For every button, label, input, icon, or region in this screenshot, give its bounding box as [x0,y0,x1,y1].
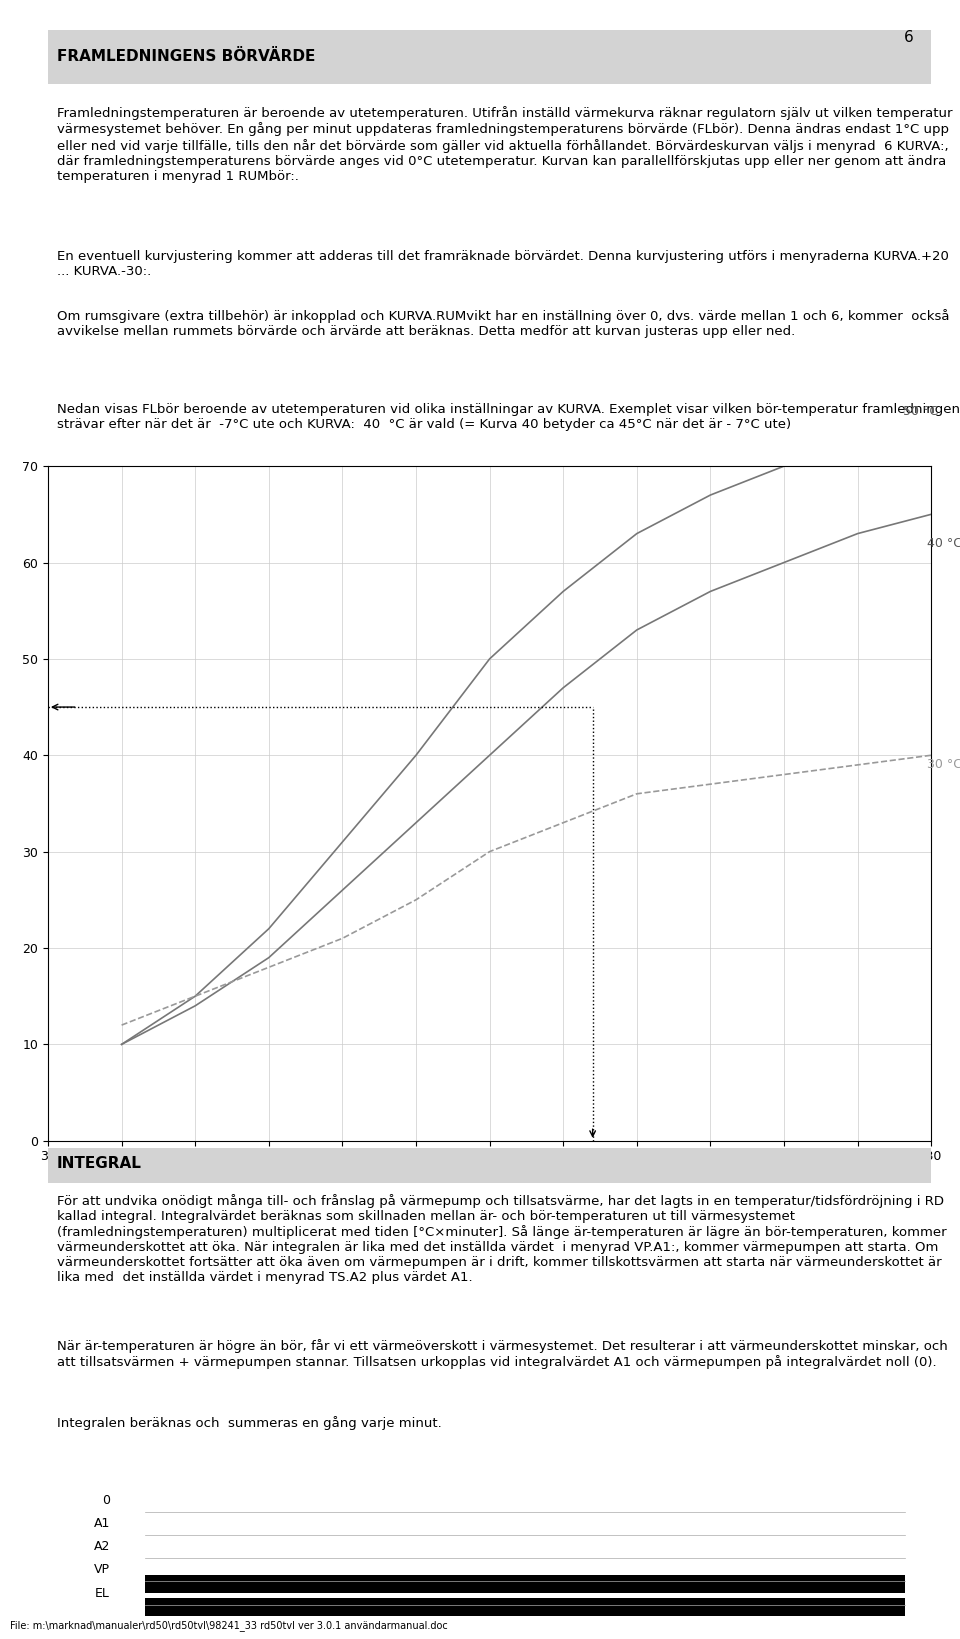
Bar [145,1575,904,1593]
Text: 30 °C: 30 °C [926,759,960,772]
Text: En eventuell kurvjustering kommer att adderas till det framräknade börvärdet. De: En eventuell kurvjustering kommer att ad… [57,251,948,279]
Text: 50 °C: 50 °C [903,405,939,418]
Text: För att undvika onödigt många till- och frånslag på värmepump och tillsatsvärme,: För att undvika onödigt många till- och … [57,1193,947,1283]
Text: File: m:\marknad\manualer\rd50\rd50tvl\98241_33 rd50tvl ver 3.0.1 användarmanual: File: m:\marknad\manualer\rd50\rd50tvl\9… [10,1619,447,1631]
Text: A1: A1 [93,1518,109,1531]
FancyBboxPatch shape [48,30,931,84]
Text: 0: 0 [102,1495,109,1506]
Text: Integralen beräknas och  summeras en gång varje minut.: Integralen beräknas och summeras en gång… [57,1416,442,1431]
Text: Om rumsgivare (extra tillbehör) är inkopplad och KURVA.RUMvikt har en inställnin: Om rumsgivare (extra tillbehör) är inkop… [57,308,949,338]
Text: A2: A2 [93,1541,109,1554]
FancyBboxPatch shape [48,1147,931,1183]
Text: Nedan visas FLbör beroende av utetemperaturen vid olika inställningar av KURVA. : Nedan visas FLbör beroende av utetempera… [57,403,960,431]
Text: VP: VP [94,1564,109,1577]
Text: 6: 6 [903,30,914,44]
Text: INTEGRAL: INTEGRAL [57,1155,142,1172]
X-axis label: Ute temperatur: Ute temperatur [436,1169,543,1183]
Text: FRAMLEDNINGENS BÖRVÄRDE: FRAMLEDNINGENS BÖRVÄRDE [57,49,315,64]
Bar [145,1598,904,1616]
Text: EL: EL [95,1587,109,1600]
Text: Framledningstemperaturen är beroende av utetemperaturen. Utifrån inställd värmek: Framledningstemperaturen är beroende av … [57,107,952,182]
Text: När är-temperaturen är högre än bör, får vi ett värmeöverskott i värmesystemet. : När är-temperaturen är högre än bör, får… [57,1339,948,1369]
Text: 40 °C: 40 °C [926,536,960,549]
